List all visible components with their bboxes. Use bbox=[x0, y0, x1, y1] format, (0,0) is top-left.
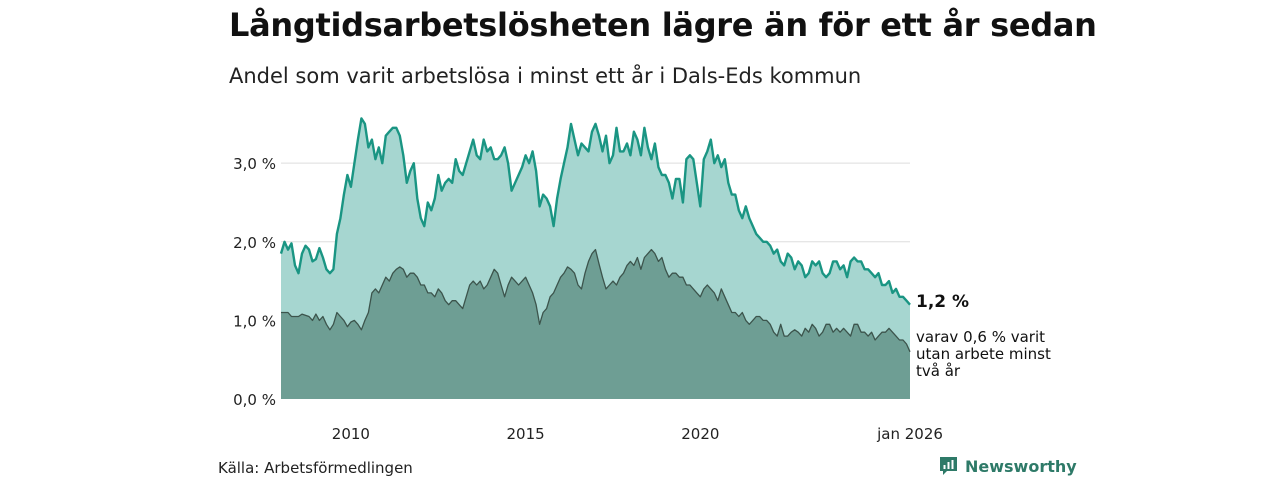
x-tick-label: 2010 bbox=[332, 425, 370, 443]
latest-value-label: 1,2 % bbox=[916, 292, 970, 312]
series-2-line bbox=[281, 248, 911, 353]
x-axis-ticks: 2010 2015 2020 jan 2026 bbox=[332, 425, 943, 443]
y-axis-ticks: 0,0 % 1,0 % 2,0 % 3,0 % bbox=[233, 155, 276, 409]
x-tick-label: jan 2026 bbox=[876, 425, 943, 443]
series-1-line bbox=[279, 117, 911, 306]
y-tick-label: 0,0 % bbox=[233, 391, 276, 409]
x-tick-label: 2020 bbox=[681, 425, 719, 443]
brand-name: Newsworthy bbox=[965, 456, 1077, 476]
brand-logo[interactable]: Newsworthy bbox=[939, 456, 1077, 476]
source-text: Källa: Arbetsförmedlingen bbox=[218, 459, 413, 477]
x-tick-label: 2015 bbox=[507, 425, 545, 443]
latest-sub-label: varav 0,6 % varit utan arbete minst två … bbox=[916, 328, 1051, 380]
bar-chart-icon bbox=[940, 457, 957, 475]
series-2-area bbox=[281, 249, 910, 399]
chart-subtitle: Andel som varit arbetslösa i minst ett å… bbox=[229, 64, 862, 88]
area-layer bbox=[279, 117, 911, 400]
y-tick-label: 1,0 % bbox=[233, 312, 276, 330]
chart-title: Långtidsarbetslösheten lägre än för ett … bbox=[229, 6, 1097, 44]
y-tick-label: 3,0 % bbox=[233, 155, 276, 173]
y-tick-label: 2,0 % bbox=[233, 234, 276, 252]
